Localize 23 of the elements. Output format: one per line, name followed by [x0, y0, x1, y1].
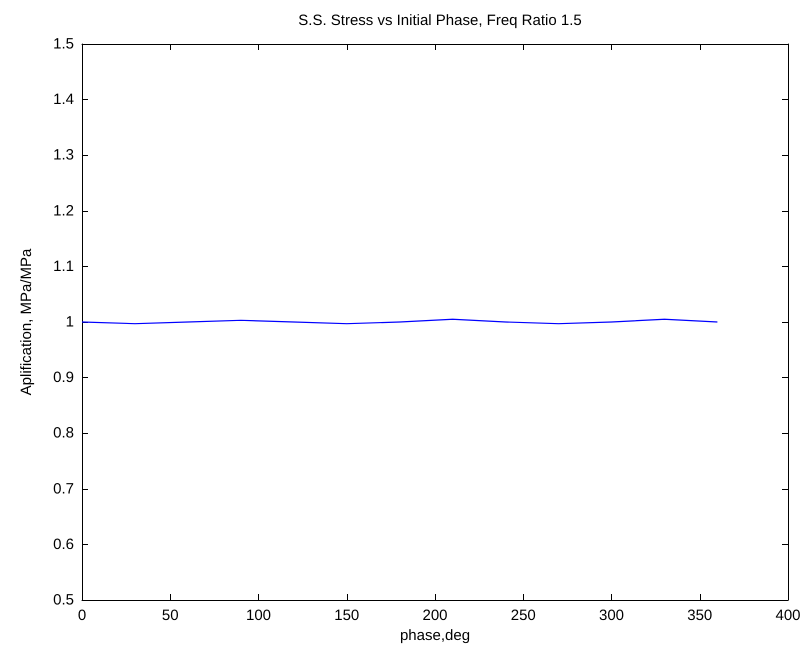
y-tick-label: 1.1 [53, 258, 74, 275]
y-axis-title: Aplification, MPa/MPa [18, 248, 35, 396]
x-axis-title: phase,deg [400, 626, 470, 644]
y-tick-label: 1 [66, 314, 74, 330]
chart-title: S.S. Stress vs Initial Phase, Freq Ratio 1.5 [298, 12, 582, 29]
x-tick-label: 150 [334, 607, 360, 624]
y-tick-label: 0.7 [53, 480, 74, 498]
y-tick-label: 0.8 [53, 424, 74, 442]
x-tick-label: 100 [246, 607, 272, 624]
y-tick-label: 0.9 [53, 369, 74, 386]
y-tick-label: 1.5 [53, 36, 74, 52]
x-tick-label: 0 [78, 607, 86, 624]
y-tick-label: 0.5 [53, 592, 74, 608]
y-tick-label: 0.6 [53, 536, 74, 553]
x-tick-label: 250 [510, 607, 536, 624]
y-tick-label: 1.4 [53, 91, 74, 108]
x-tick-label: 200 [422, 607, 448, 624]
y-tick-label: 1.2 [53, 202, 74, 220]
x-tick-label: 400 [775, 607, 801, 624]
x-tick-label: 350 [687, 607, 712, 624]
y-tick-label: 1.3 [53, 146, 74, 164]
x-tick-label: 50 [162, 607, 179, 624]
x-tick-label: 300 [598, 607, 624, 624]
